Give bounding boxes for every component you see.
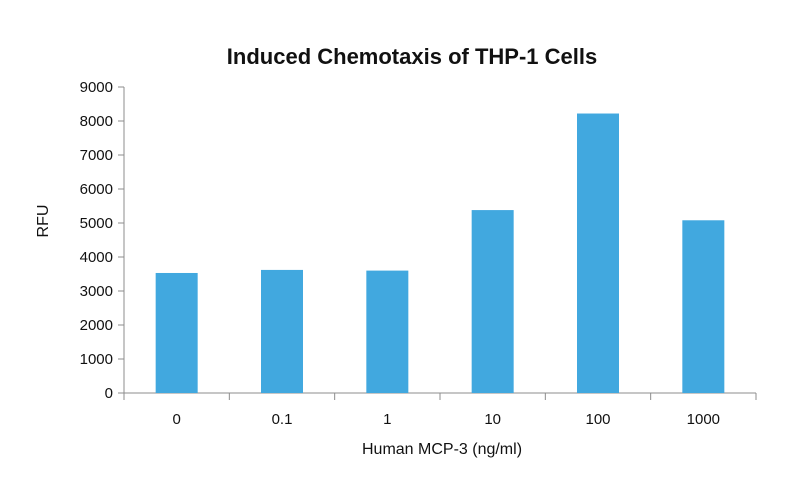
x-tick-label: 0.1	[272, 411, 293, 428]
y-tick-label: 4000	[80, 249, 113, 266]
x-tick-label: 10	[484, 411, 501, 428]
y-tick-label: 6000	[80, 181, 113, 198]
bar-100	[577, 113, 619, 394]
bars	[155, 113, 725, 394]
bar-0	[155, 272, 198, 393]
bar-0_1	[261, 269, 303, 393]
y-tick-label: 2000	[80, 317, 113, 334]
x-tick-label: 1000	[687, 411, 720, 428]
y-tick-label: 3000	[80, 283, 113, 300]
y-tick-label: 9000	[80, 79, 113, 96]
bar-1000	[682, 220, 725, 393]
x-axis-label: Human MCP-3 (ng/ml)	[362, 441, 522, 458]
y-tick-label: 5000	[80, 215, 113, 232]
x-tick-label: 0	[172, 411, 180, 428]
chart-title: Induced Chemotaxis of THP-1 Cells	[227, 44, 597, 69]
y-tick-label: 1000	[80, 351, 113, 368]
bar-10	[471, 210, 514, 393]
x-tick-label: 100	[585, 411, 610, 428]
y-tick-label: 8000	[80, 113, 113, 130]
x-axis: 0 0.1 1 10 100 1000	[123, 392, 757, 428]
y-tick-label: 7000	[80, 147, 113, 164]
y-axis: 0 1000 2000 3000 4000 5000 6000 7000 8000 9000	[80, 79, 125, 402]
y-axis-label: RFU	[35, 205, 52, 238]
x-tick-label: 1	[383, 411, 391, 428]
y-tick-label: 0	[105, 385, 113, 402]
bar-1	[366, 270, 409, 393]
